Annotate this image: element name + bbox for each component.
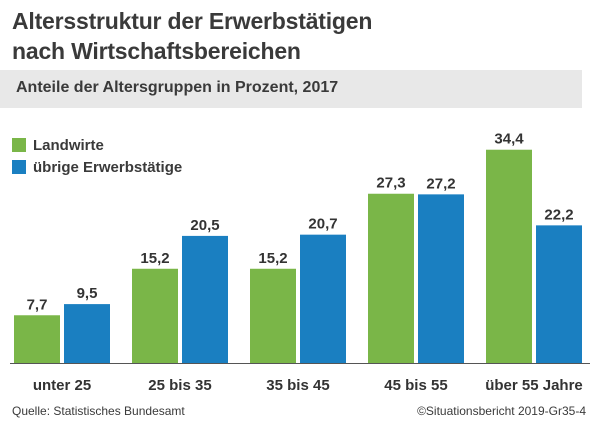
legend: Landwirte übrige Erwerbstätige bbox=[12, 134, 182, 178]
source-note: Quelle: Statistisches Bundesamt bbox=[12, 404, 185, 418]
data-label-landwirte-4: 34,4 bbox=[494, 131, 524, 148]
chart-title-line2: nach Wirtschaftsbereichen bbox=[12, 38, 301, 64]
subtitle-banner: Anteile der Altersgruppen in Prozent, 20… bbox=[0, 70, 582, 108]
bar-landwirte-3 bbox=[368, 193, 414, 363]
bar-chart: 7,7 9,5 unter 25 15,2 20,5 25 bis 35 15,2 20,7 3… bbox=[10, 131, 590, 394]
data-label-uebrige-1: 20,5 bbox=[190, 217, 219, 234]
legend-label-uebrige: übrige Erwerbstätige bbox=[33, 158, 183, 176]
data-label-uebrige-3: 27,2 bbox=[426, 175, 455, 192]
bar-uebrige-0 bbox=[64, 304, 110, 363]
data-label-landwirte-0: 7,7 bbox=[27, 296, 48, 313]
data-label-uebrige-2: 20,7 bbox=[308, 216, 337, 233]
bar-uebrige-1 bbox=[182, 235, 228, 363]
category-label-0: unter 25 bbox=[33, 377, 91, 394]
chart-title: Altersstruktur der Erwerbstätigen nach W… bbox=[12, 6, 572, 66]
legend-swatch-uebrige bbox=[12, 160, 26, 174]
legend-item-landwirte: Landwirte bbox=[12, 134, 182, 156]
copyright-note: ©Situationsbericht 2019-Gr35-4 bbox=[417, 404, 586, 418]
chart-title-line1: Altersstruktur der Erwerbstätigen bbox=[12, 8, 373, 34]
bar-uebrige-2 bbox=[300, 234, 346, 363]
category-label-2: 35 bis 45 bbox=[266, 377, 329, 394]
bar-landwirte-2 bbox=[250, 268, 296, 363]
chart-subtitle: Anteile der Altersgruppen in Prozent, 20… bbox=[16, 79, 339, 96]
bar-landwirte-4 bbox=[486, 149, 532, 363]
bar-landwirte-0 bbox=[14, 315, 60, 363]
bar-landwirte-1 bbox=[132, 268, 178, 363]
bar-uebrige-3 bbox=[418, 194, 464, 363]
legend-label-landwirte: Landwirte bbox=[33, 136, 104, 154]
category-label-1: 25 bis 35 bbox=[148, 377, 211, 394]
data-label-uebrige-0: 9,5 bbox=[77, 285, 98, 302]
category-label-3: 45 bis 55 bbox=[384, 377, 447, 394]
bar-uebrige-4 bbox=[536, 225, 582, 363]
category-label-4: über 55 Jahre bbox=[485, 377, 583, 394]
data-label-landwirte-2: 15,2 bbox=[258, 250, 287, 267]
data-label-landwirte-1: 15,2 bbox=[140, 250, 169, 267]
data-label-uebrige-4: 22,2 bbox=[544, 206, 573, 223]
legend-swatch-landwirte bbox=[12, 138, 26, 152]
data-label-landwirte-3: 27,3 bbox=[376, 175, 405, 192]
legend-item-uebrige: übrige Erwerbstätige bbox=[12, 156, 182, 178]
